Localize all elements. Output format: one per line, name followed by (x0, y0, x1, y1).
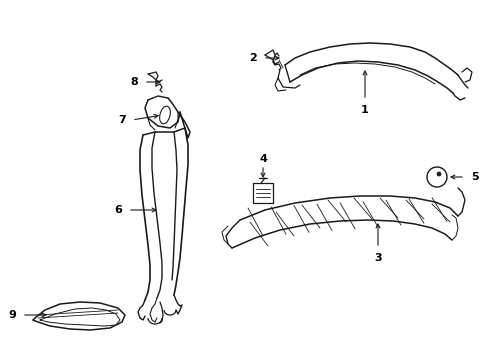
Text: 1: 1 (360, 105, 368, 115)
Text: 4: 4 (259, 154, 266, 164)
Text: 5: 5 (470, 172, 478, 182)
Text: 2: 2 (248, 53, 256, 63)
Text: 8: 8 (130, 77, 138, 87)
Circle shape (436, 172, 440, 176)
Text: 6: 6 (114, 205, 122, 215)
Text: 3: 3 (373, 253, 381, 263)
Text: 9: 9 (8, 310, 16, 320)
Text: 7: 7 (118, 115, 125, 125)
